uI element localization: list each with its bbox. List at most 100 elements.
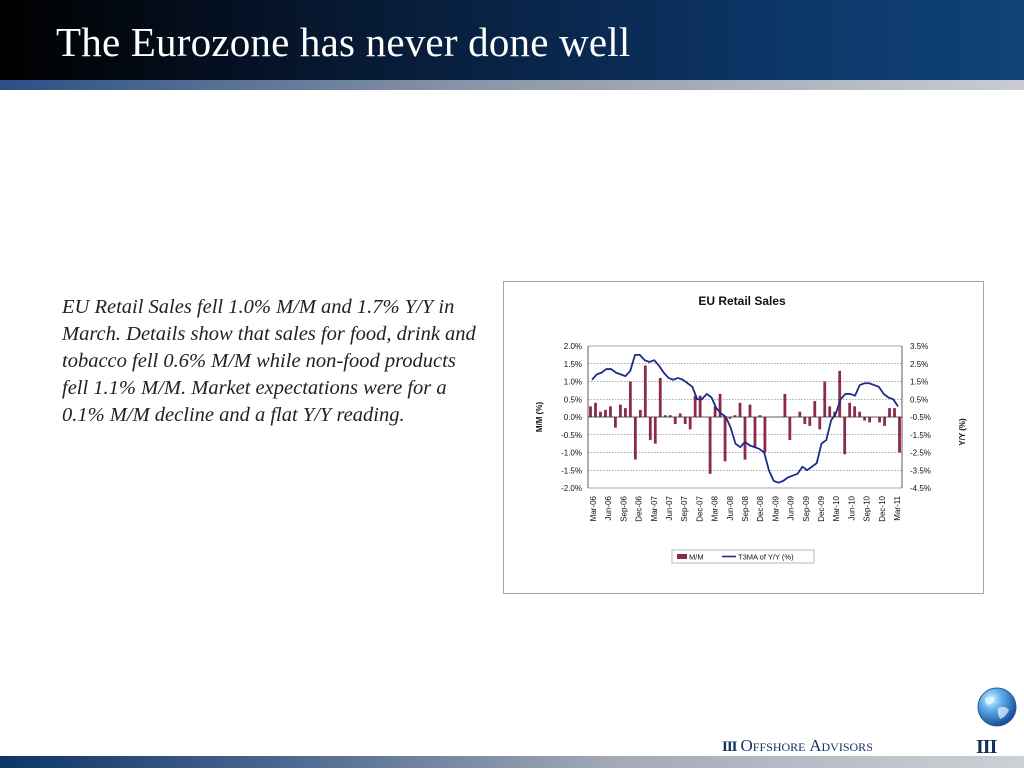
- mm-bar: [589, 406, 592, 417]
- y-tick-label: -2.0%: [561, 484, 582, 493]
- title-bar: The Eurozone has never done well: [0, 0, 1024, 80]
- x-tick-label: Jun-06: [604, 495, 613, 520]
- mm-bar: [599, 411, 602, 417]
- mm-bar: [619, 404, 622, 417]
- y-axis-label: M/M (%): [535, 402, 544, 433]
- mm-bar: [878, 417, 881, 423]
- y2-tick-label: -0.5%: [910, 413, 931, 422]
- mm-bar: [668, 415, 672, 417]
- chart-legend: M/M T3MA of Y/Y (%): [671, 549, 815, 564]
- y2-tick-label: 3.5%: [910, 342, 928, 351]
- x-tick-label: Sep-06: [619, 495, 628, 521]
- brand-logo-mark: III: [722, 739, 737, 755]
- chart-canvas: 2.0% 3.5% 1.5% 2.5% 1.0% 1.5% 0.5% 0.5% 0.0% -0.5…: [535, 294, 967, 564]
- y-tick-label: 0.0%: [564, 413, 582, 422]
- legend-label-yy: T3MA of Y/Y (%): [738, 553, 794, 562]
- mm-bar: [738, 402, 742, 417]
- mm-bar: [813, 401, 817, 417]
- y2-tick-label: -4.5%: [910, 484, 931, 493]
- x-tick-label: Mar-06: [589, 495, 598, 521]
- x-tick-label: Dec-08: [756, 495, 765, 521]
- x-tick-label: Sep-09: [802, 495, 811, 521]
- mm-bar: [648, 417, 652, 441]
- y-tick-label: 1.0%: [564, 378, 582, 387]
- mm-bar: [858, 411, 862, 417]
- x-tick-label: Sep-10: [863, 495, 872, 521]
- footer-bar: [0, 756, 1024, 768]
- y-tick-label: -0.5%: [561, 431, 582, 440]
- mm-bar: [828, 406, 832, 417]
- mm-bar: [678, 413, 682, 417]
- mm-bar: [733, 415, 737, 417]
- mm-bar: [888, 408, 891, 418]
- mm-bar: [788, 417, 792, 441]
- footer-brand: III OFFSHORE ADVISORS: [722, 736, 873, 755]
- mm-bar: [658, 377, 662, 417]
- mm-bar: [713, 406, 717, 417]
- title-divider: [0, 80, 1024, 90]
- mm-bar: [818, 417, 822, 430]
- y2-tick-label: 1.5%: [910, 378, 928, 387]
- x-tick-label: Mar-08: [711, 495, 720, 521]
- mm-bar: [718, 393, 722, 417]
- mm-bar: [633, 417, 637, 460]
- mm-bar: [708, 417, 712, 474]
- mm-bar: [838, 370, 842, 417]
- y2-axis-label: Y/Y (%): [958, 418, 967, 446]
- mm-bar: [843, 417, 847, 455]
- y2-tick-label: 2.5%: [910, 360, 928, 369]
- x-tick-label: Dec-07: [695, 495, 704, 521]
- x-tick-label: Mar-09: [771, 495, 780, 521]
- mm-bar: [698, 395, 702, 417]
- mm-bar: [643, 365, 647, 417]
- y-tick-label: -1.0%: [561, 449, 582, 458]
- x-tick-label: Mar-10: [832, 495, 841, 521]
- mm-bar: [609, 406, 612, 417]
- y2-tick-label: -1.5%: [910, 431, 931, 440]
- x-tick-label: Dec-06: [635, 495, 644, 521]
- mm-bar: [728, 417, 732, 419]
- mm-bar: [783, 393, 787, 417]
- globe-icon: [977, 687, 1017, 727]
- yy-line-layer: [591, 353, 899, 484]
- mm-bar: [688, 417, 692, 430]
- y2-tick-label: 0.5%: [910, 395, 928, 404]
- y-tick-label: -1.5%: [561, 466, 582, 475]
- x-tick-label: Mar-11: [893, 495, 902, 520]
- x-tick-label: Jun-07: [665, 495, 674, 520]
- mm-bar: [623, 408, 627, 418]
- mm-bar: [638, 409, 642, 417]
- mm-bar: [798, 411, 802, 417]
- mm-bar: [753, 417, 757, 448]
- slide-title: The Eurozone has never done well: [56, 19, 631, 65]
- mm-bar: [653, 417, 657, 444]
- x-tick-label: Sep-08: [741, 495, 750, 521]
- mm-bar: [763, 417, 767, 453]
- x-tick-label: Jun-09: [787, 495, 796, 520]
- x-tick-label: Jun-10: [847, 495, 856, 520]
- legend-label-mm: M/M: [689, 553, 704, 562]
- x-tick-label: Mar-07: [650, 495, 659, 521]
- mm-bar: [614, 417, 617, 428]
- mm-bar: [853, 406, 857, 417]
- chart-axes: 2.0% 3.5% 1.5% 2.5% 1.0% 1.5% 0.5% 0.5% 0.0% -0.5…: [561, 342, 931, 522]
- mm-bar: [683, 417, 687, 425]
- mm-bar: [803, 417, 807, 425]
- legend-box: [671, 549, 815, 564]
- x-tick-label: Dec-09: [817, 495, 826, 521]
- mm-bar: [883, 417, 886, 426]
- legend-swatch-mm: [677, 554, 687, 559]
- mm-bar: [893, 408, 896, 418]
- mm-bar: [723, 417, 727, 462]
- mm-bar: [604, 409, 607, 417]
- mm-bar: [758, 415, 762, 417]
- mm-bar: [594, 402, 597, 417]
- chart-title: EU Retail Sales: [698, 294, 786, 308]
- mm-bar: [693, 395, 697, 417]
- y2-tick-label: -3.5%: [910, 466, 931, 475]
- mm-bar: [848, 402, 852, 417]
- mm-bar: [808, 417, 812, 426]
- slide-body-text: EU Retail Sales fell 1.0% M/M and 1.7% Y…: [62, 296, 476, 426]
- x-tick-label: Dec-10: [878, 495, 887, 521]
- y-tick-label: 2.0%: [564, 342, 582, 351]
